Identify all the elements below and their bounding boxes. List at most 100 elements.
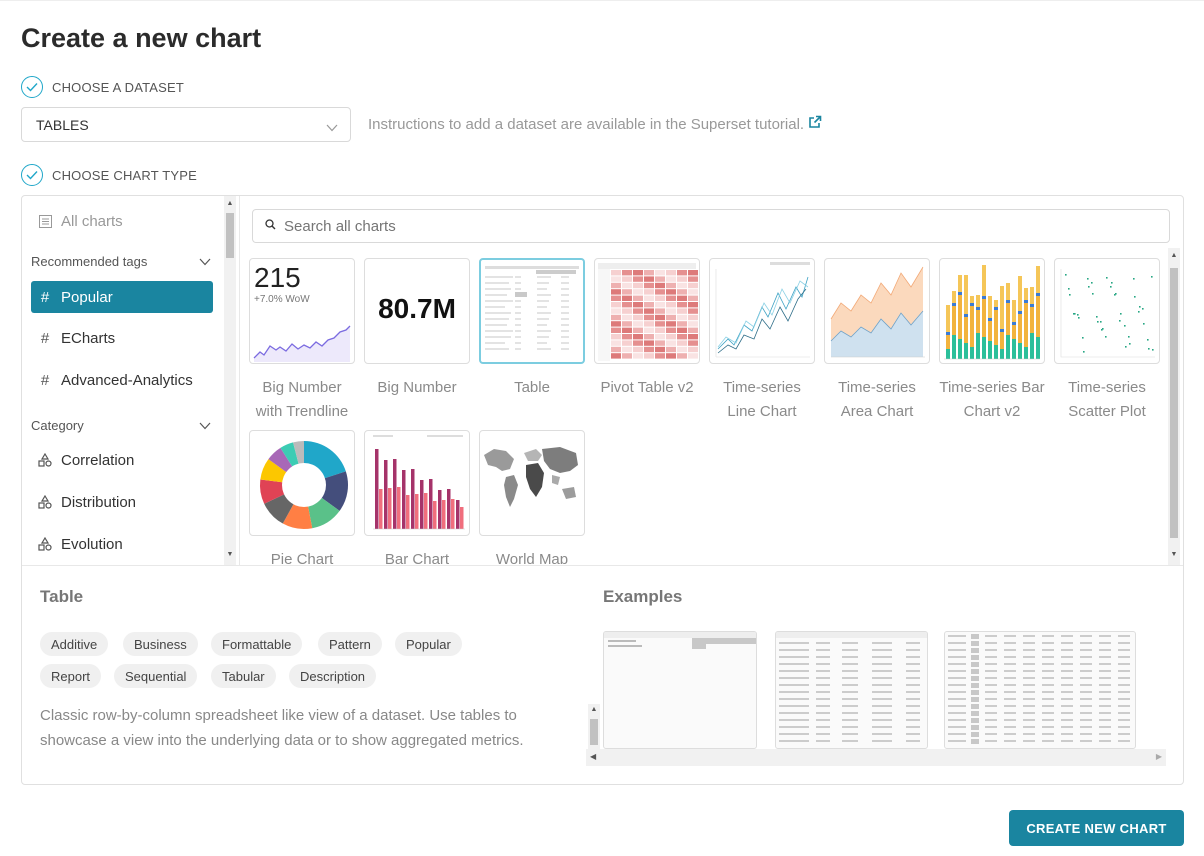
example-image[interactable]	[603, 631, 757, 749]
tag-sequential[interactable]: Sequential	[114, 664, 198, 688]
chart-card-label: World Map	[495, 551, 569, 564]
dataset-hint: Instructions to add a dataset are availa…	[368, 115, 822, 133]
external-link-icon[interactable]	[808, 115, 822, 133]
check-circle-icon	[21, 76, 43, 98]
dataset-select[interactable]: TABLES	[21, 107, 351, 142]
chart-thumbnail	[1054, 258, 1160, 364]
tag-tabular[interactable]: Tabular	[211, 664, 276, 688]
tag-additive[interactable]: Additive	[40, 632, 109, 656]
divider	[239, 196, 240, 565]
trendline-icon	[253, 325, 351, 362]
chart-thumbnail	[824, 258, 930, 364]
chart-card-scatter-plot[interactable]: Time-series Scatter Plot	[1054, 258, 1160, 424]
chart-thumbnail	[249, 430, 355, 536]
scroll-up-icon[interactable]: ▲	[1170, 252, 1178, 259]
example-image[interactable]	[775, 631, 928, 749]
scroll-right-icon[interactable]: ▶	[1155, 752, 1162, 761]
sidebar-item-label: Correlation	[61, 451, 135, 469]
tag-formattable[interactable]: Formattable	[211, 632, 303, 656]
sidebar-item-evolution[interactable]: Evolution	[31, 528, 213, 560]
hash-icon: #	[40, 371, 50, 389]
scroll-up-icon[interactable]: ▲	[590, 706, 598, 713]
chart-card-bar-chart-v2[interactable]: Time-series Bar Chart v2	[939, 258, 1045, 424]
sidebar-item-label: All charts	[61, 212, 123, 230]
chart-thumbnail	[594, 258, 700, 364]
sidebar-item-popular[interactable]: # Popular	[31, 281, 213, 313]
chart-card-line-chart[interactable]: Time-series Line Chart	[709, 258, 815, 424]
chevron-down-icon	[326, 119, 338, 135]
line-chart-icon	[715, 262, 810, 358]
scrollbar-thumb[interactable]	[590, 719, 598, 745]
sidebar-item-echarts[interactable]: # ECharts	[31, 322, 213, 354]
chart-card-bar-chart[interactable]: Bar Chart	[364, 430, 470, 564]
example-image[interactable]	[944, 631, 1136, 749]
stacked-bar-icon	[944, 265, 1040, 360]
category-header[interactable]: Category	[31, 418, 211, 433]
sidebar-item-advanced-analytics[interactable]: # Advanced-Analytics	[31, 364, 213, 396]
sidebar-scrollbar[interactable]: ▲ ▼	[224, 196, 236, 565]
tag-pattern[interactable]: Pattern	[318, 632, 382, 656]
chart-card-label: Time-series Bar Chart v2	[939, 379, 1045, 420]
step-label: CHOOSE CHART TYPE	[52, 167, 197, 183]
chart-card-label: Table	[514, 379, 550, 396]
tag-business[interactable]: Business	[123, 632, 198, 656]
scroll-up-icon[interactable]: ▲	[226, 200, 234, 207]
scrollbar-thumb[interactable]	[226, 213, 234, 258]
chevron-down-icon	[199, 254, 211, 269]
selected-chart-name: Table	[40, 587, 84, 606]
step-label: CHOOSE A DATASET	[52, 79, 185, 95]
thumbnail-number: 80.7M	[378, 293, 456, 324]
create-new-chart-button[interactable]: CREATE NEW CHART	[1009, 810, 1184, 846]
sidebar-item-label: Evolution	[61, 535, 123, 553]
sidebar-item-distribution[interactable]: Distribution	[31, 486, 213, 518]
search-input[interactable]	[284, 217, 1084, 235]
hash-icon: #	[40, 329, 50, 347]
sidebar-item-all-charts[interactable]: All charts	[31, 205, 213, 237]
check-circle-icon	[21, 164, 43, 186]
recommended-tags-header[interactable]: Recommended tags	[31, 254, 211, 269]
chart-thumbnail	[479, 430, 585, 536]
world-map-icon	[484, 447, 578, 507]
example-table-thumbnail	[776, 632, 927, 742]
scroll-down-icon[interactable]: ▼	[226, 551, 234, 558]
page-title: Create a new chart	[21, 23, 262, 53]
chart-card-label: Time-series Line Chart	[723, 379, 801, 420]
gallery-scrollbar[interactable]: ▲ ▼	[1168, 248, 1180, 565]
chart-card-pie-chart[interactable]: Pie Chart	[249, 430, 355, 564]
chart-card-pivot-table[interactable]: Pivot Table v2	[594, 258, 700, 400]
chart-card-area-chart[interactable]: Time-series Area Chart	[824, 258, 930, 424]
tag-description[interactable]: Description	[289, 664, 377, 688]
dataset-hint-text: Instructions to add a dataset are availa…	[368, 115, 805, 133]
scroll-left-icon[interactable]: ◀	[590, 752, 597, 761]
bar-chart-icon	[373, 435, 465, 530]
tag-popular[interactable]: Popular	[395, 632, 462, 656]
chart-gallery: 215 +7.0% WoW Big Number with Trendline …	[249, 258, 1169, 564]
tag-report[interactable]: Report	[40, 664, 102, 688]
shapes-icon	[37, 453, 53, 467]
dataset-select-value: TABLES	[36, 116, 89, 133]
scrollbar-thumb[interactable]	[1170, 268, 1178, 538]
chart-card-table[interactable]: Table	[479, 258, 585, 400]
step-choose-dataset: CHOOSE A DATASET	[21, 76, 184, 98]
chart-type-panel: All charts Recommended tags # Popular # …	[21, 195, 1184, 785]
chart-card-label: Time-series Scatter Plot	[1068, 379, 1146, 420]
chart-card-big-number-trendline[interactable]: 215 +7.0% WoW Big Number with Trendline	[249, 258, 355, 424]
examples-scrollbar[interactable]: ◀ ▶	[586, 749, 1166, 766]
scatter-plot-icon	[1060, 269, 1155, 358]
chart-description: Classic row-by-column spreadsheet like v…	[40, 707, 524, 749]
chart-thumbnail: 215 +7.0% WoW	[249, 258, 355, 364]
pivot-table-icon	[598, 263, 698, 361]
chevron-down-icon	[199, 418, 211, 433]
chart-thumbnail: 80.7M	[364, 258, 470, 364]
sidebar-item-label: Popular	[61, 288, 113, 306]
chart-card-label: Pivot Table v2	[600, 379, 694, 396]
chart-thumbnail	[709, 258, 815, 364]
chart-search[interactable]	[252, 209, 1170, 243]
thumbnail-subtext: +7.0% WoW	[254, 294, 310, 305]
scroll-down-icon[interactable]: ▼	[1170, 551, 1178, 558]
chart-thumbnail	[939, 258, 1045, 364]
chart-card-label: Bar Chart	[384, 551, 450, 564]
chart-card-big-number[interactable]: 80.7M Big Number	[364, 258, 470, 400]
sidebar-item-correlation[interactable]: Correlation	[31, 444, 213, 476]
chart-card-world-map[interactable]: World Map	[479, 430, 585, 564]
